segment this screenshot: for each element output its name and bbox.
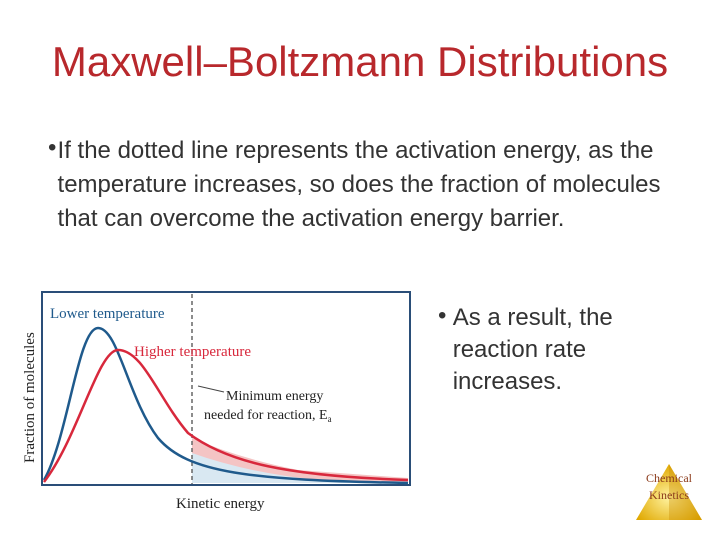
logo-line1: Chemical bbox=[646, 471, 693, 485]
bullet-dot: • bbox=[48, 134, 57, 161]
main-bullet-text: If the dotted line represents the activa… bbox=[57, 137, 661, 232]
result-bullet-text: As a result, the reaction rate increases… bbox=[452, 304, 613, 395]
higher-temperature-curve bbox=[43, 348, 409, 483]
higher-temp-label: Higher temperature bbox=[134, 344, 251, 360]
bullet-dot: • bbox=[438, 302, 447, 329]
lower-temperature-curve bbox=[42, 326, 409, 485]
min-energy-arrow bbox=[197, 385, 225, 393]
min-energy-label-line2-text: needed for reaction, E bbox=[204, 408, 328, 423]
y-axis-label: Fraction of molecules bbox=[22, 332, 38, 463]
slide-title: Maxwell–Boltzmann Distributions bbox=[51, 38, 669, 85]
logo-pyramid-icon bbox=[636, 464, 702, 520]
min-energy-label-line1: Minimum energy bbox=[226, 389, 323, 404]
min-energy-subscript: a bbox=[328, 414, 332, 424]
min-energy-label-line2: needed for reaction, Ea bbox=[204, 408, 332, 424]
plot-frame bbox=[41, 291, 411, 486]
logo-line2: Kinetics bbox=[649, 488, 689, 502]
x-axis-label: Kinetic energy bbox=[176, 496, 265, 512]
main-bullet: • If the dotted line represents the acti… bbox=[48, 134, 688, 236]
result-bullet: • As a result, the reaction rate increas… bbox=[438, 302, 688, 398]
logo-pyramid-shade bbox=[669, 464, 702, 520]
maxwell-boltzmann-figure: Lower temperature Higher temperature Min… bbox=[22, 291, 411, 512]
lower-temp-label: Lower temperature bbox=[50, 306, 165, 322]
chemical-kinetics-logo: Chemical Kinetics bbox=[636, 464, 702, 520]
